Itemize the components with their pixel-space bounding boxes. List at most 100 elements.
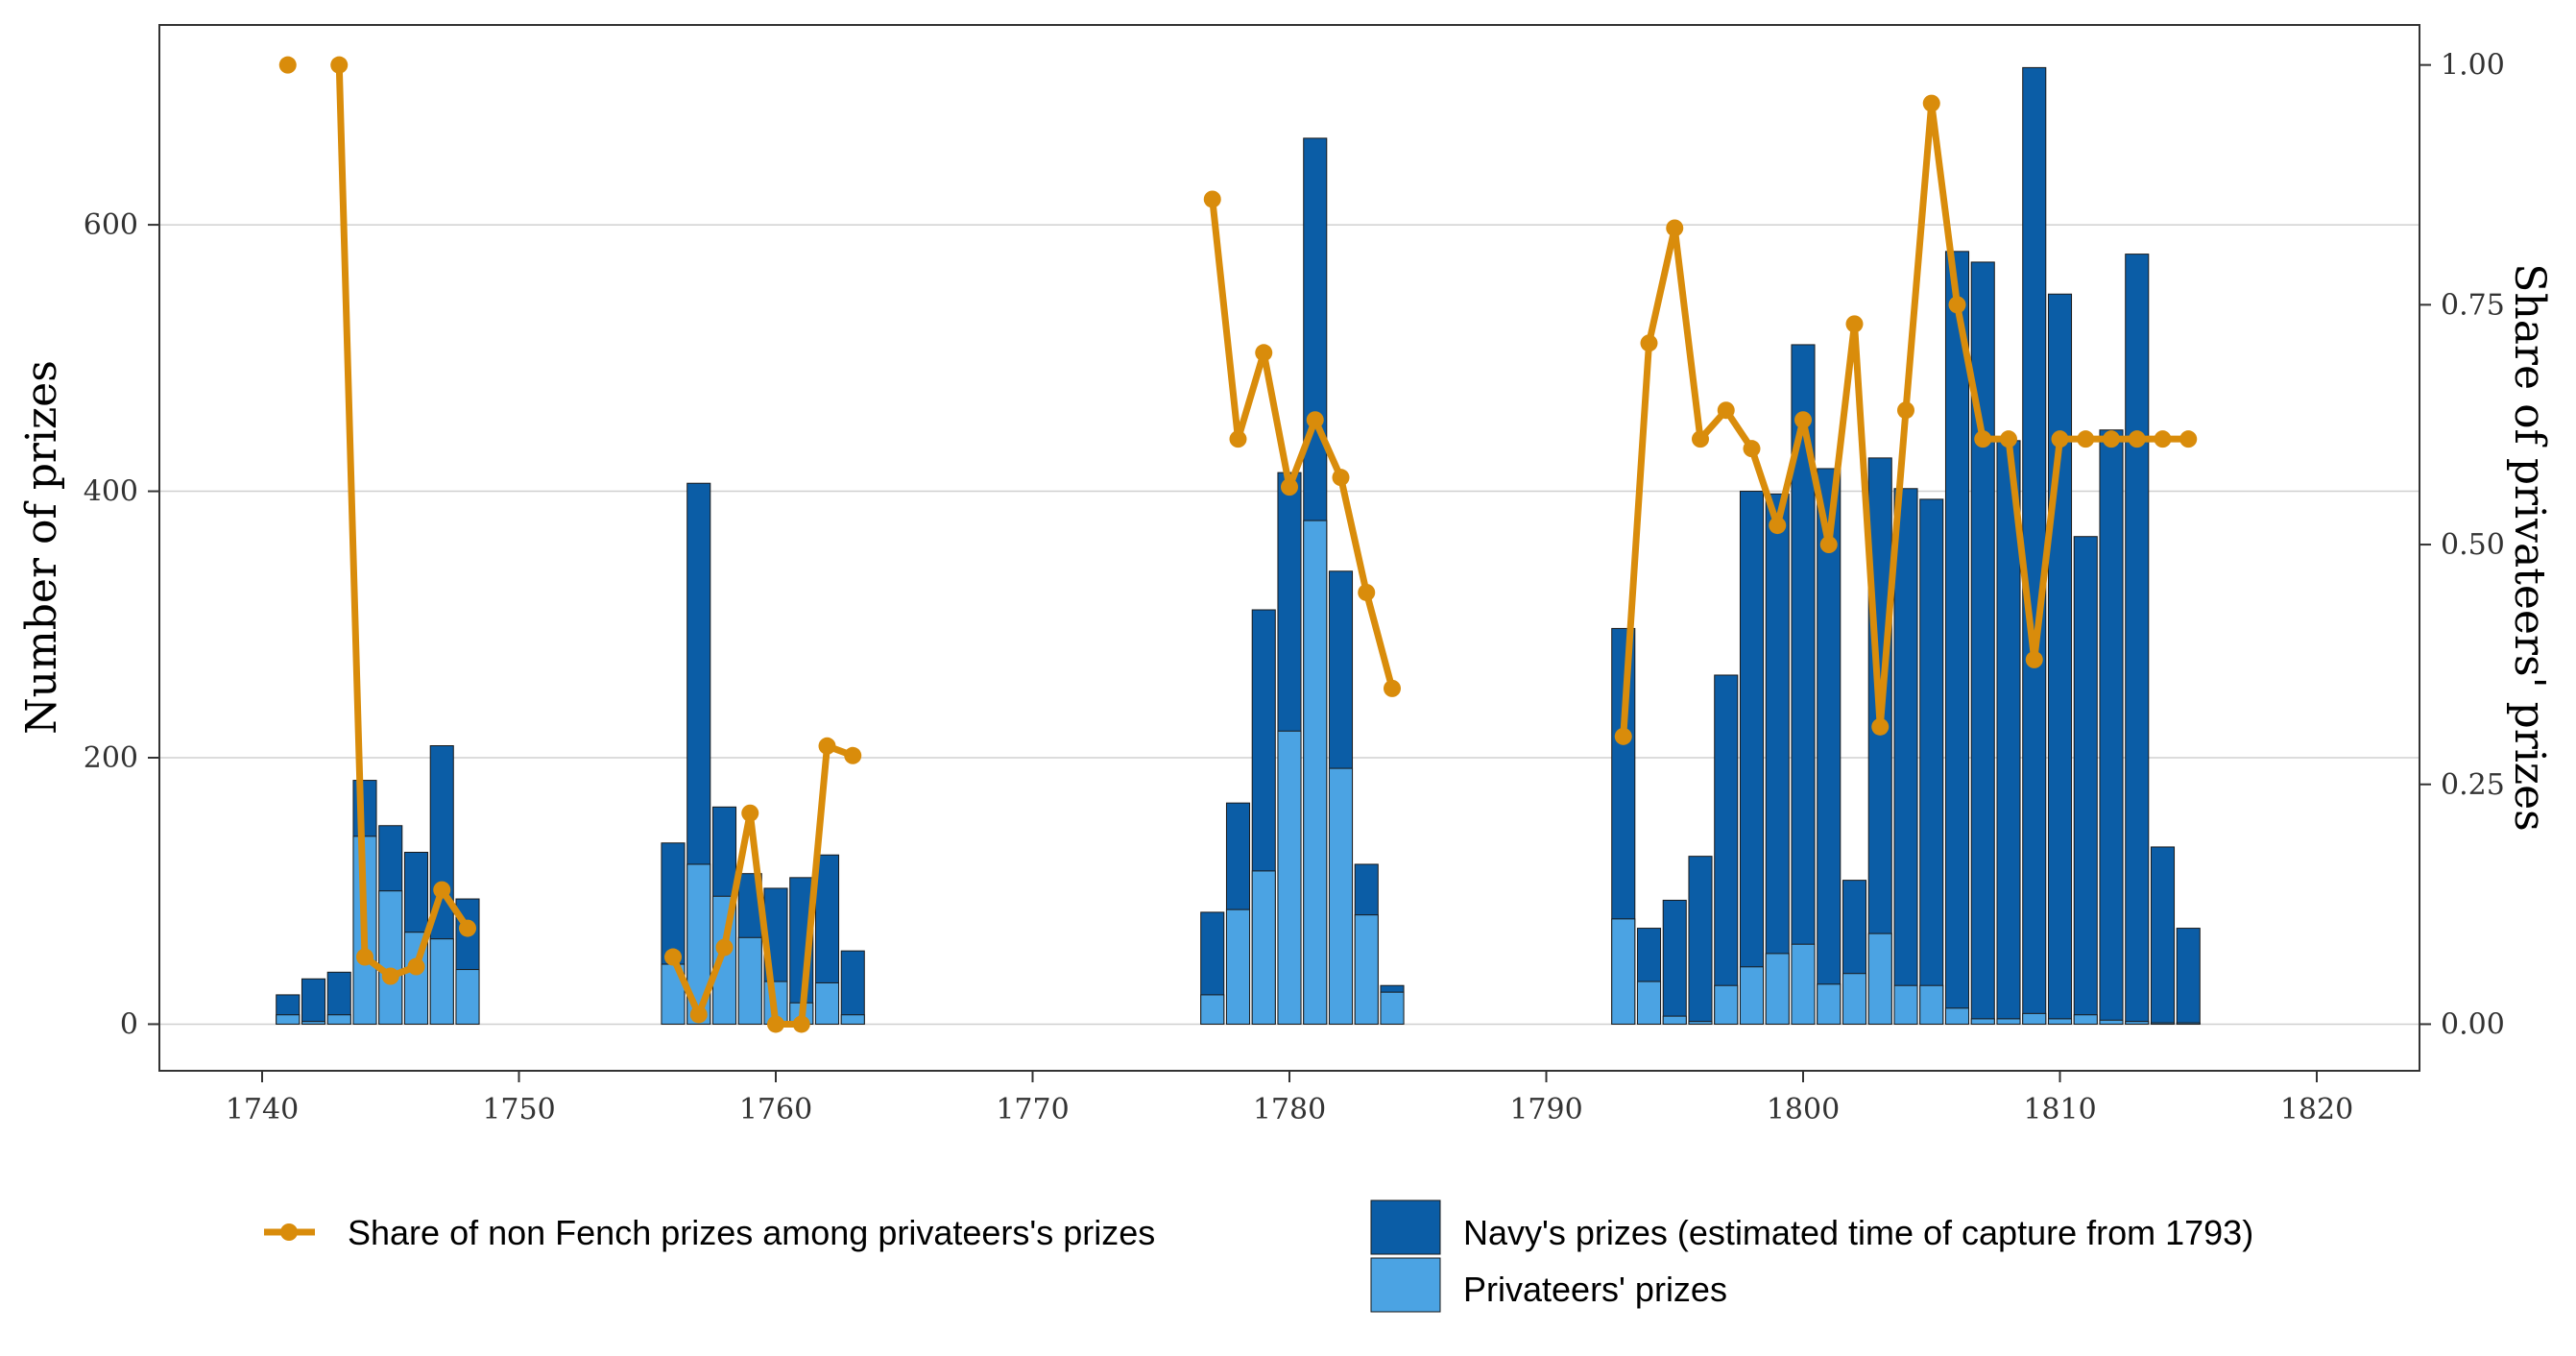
share-point (459, 919, 476, 937)
x-tick-label: 1770 (996, 1093, 1069, 1126)
share-point (664, 948, 682, 966)
share-point (2051, 430, 2069, 448)
share-point (2103, 430, 2120, 448)
privateers-bar (1791, 943, 1816, 1025)
privateers-bar (326, 1014, 351, 1025)
navy-bar (2125, 254, 2150, 1025)
y-axis-title: Number of prizes (17, 360, 66, 735)
privateers-bar (1328, 767, 1354, 1025)
navy-bar (2022, 66, 2047, 1025)
legend-navy-swatch (1370, 1199, 1441, 1255)
y-tick-label: 600 (84, 208, 138, 242)
privateers-bar (1277, 730, 1302, 1025)
privateers-bar (1867, 932, 1892, 1025)
share-point (1769, 517, 1787, 535)
share-point (1358, 583, 1376, 601)
privateers-bar (1354, 914, 1379, 1025)
share-point (1281, 478, 1298, 496)
share-point (1743, 440, 1761, 458)
privateers-bar (1970, 1018, 1995, 1025)
navy-bar (1739, 491, 1765, 1025)
privateers-bar (1893, 984, 1918, 1025)
privateers-bar (378, 890, 403, 1025)
navy-bar (1893, 488, 1918, 1025)
share-point (2154, 430, 2172, 448)
share-point (1974, 430, 1992, 448)
share-point (741, 804, 759, 822)
privateers-bar (1817, 983, 1842, 1025)
y2-tick-label: 1.00 (2441, 49, 2505, 83)
navy-bar (1919, 498, 1944, 1025)
x-tick-label: 1810 (2023, 1093, 2096, 1126)
navy-bar (840, 950, 865, 1025)
navy-bar (1970, 261, 1995, 1025)
privateers-bar (1225, 908, 1251, 1025)
share-line (278, 56, 2198, 1033)
y-tick-label: 400 (84, 475, 138, 509)
privateers-bar (814, 981, 840, 1025)
share-point (1332, 469, 1350, 487)
share-point (792, 1015, 810, 1033)
x-tick-label: 1780 (1253, 1093, 1326, 1126)
share-point (2025, 650, 2043, 668)
share-point (1819, 536, 1838, 554)
x-tick-label: 1760 (739, 1093, 812, 1126)
privateers-bar (1842, 973, 1867, 1025)
navy-bar (1944, 251, 1970, 1025)
privateers-bar (2150, 1022, 2176, 1025)
share-point (2179, 430, 2198, 448)
share-point (278, 56, 297, 74)
share-point (356, 948, 373, 966)
share-point (1897, 401, 1914, 420)
x-tick-label: 1790 (1509, 1093, 1582, 1126)
x-tick-label: 1800 (1767, 1093, 1840, 1126)
share-point (2128, 430, 2146, 448)
privateers-bar (840, 1014, 865, 1025)
privateers-bar (2099, 1019, 2124, 1025)
privateers-bar (2073, 1014, 2098, 1025)
share-point (1203, 190, 1221, 208)
privateers-bar (1636, 981, 1662, 1025)
privateers-bar (737, 936, 762, 1025)
navy-bar (2047, 293, 2073, 1025)
share-point (1614, 727, 1632, 745)
navy-bar (1714, 674, 1739, 1025)
share-point (1666, 219, 1684, 237)
share-line-segment (669, 742, 856, 1028)
share-point (844, 746, 862, 764)
share-point (1717, 401, 1735, 420)
privateers-bar (2176, 1022, 2201, 1025)
y-tick-label: 200 (84, 741, 138, 775)
privateers-bar (2047, 1018, 2073, 1025)
privateers-bar (2022, 1012, 2047, 1025)
legend: Share of non Fench prizes among privatee… (264, 1199, 2253, 1313)
privateers-bar (301, 1021, 326, 1025)
y2-axis-title: Share of privateers' prizes (2505, 263, 2554, 831)
share-point (1229, 430, 1247, 448)
navy-bar (2176, 928, 2201, 1025)
navy-bar (2099, 429, 2124, 1025)
privateers-bar (1200, 994, 1225, 1025)
share-point (1871, 717, 1890, 736)
share-point (330, 56, 349, 74)
y2-tick-label: 0.00 (2441, 1007, 2505, 1041)
navy-bar (2073, 536, 2098, 1025)
y2-tick-label: 0.75 (2441, 288, 2505, 322)
privateers-bar (1996, 1018, 2021, 1025)
navy-bar (1867, 457, 1892, 1025)
x-tick-label: 1740 (226, 1093, 299, 1126)
navy-bar (301, 978, 326, 1025)
privateers-bar (1765, 953, 1790, 1025)
privateers-bar (276, 1014, 301, 1025)
privateers-bar (455, 969, 480, 1025)
x-tick-label: 1750 (482, 1093, 555, 1126)
privateers-bar (2125, 1021, 2150, 1025)
privateers-bar (1688, 1021, 1713, 1025)
legend-line-marker (280, 1223, 298, 1241)
privateers-bar (1714, 984, 1739, 1025)
navy-bar (1662, 899, 1687, 1025)
share-point (689, 1005, 708, 1024)
axes: 1740 1750 1760 1770 1780 1790 1800 1810 1820 0 200… (84, 49, 2505, 1126)
y2-tick-label: 0.25 (2441, 768, 2505, 802)
